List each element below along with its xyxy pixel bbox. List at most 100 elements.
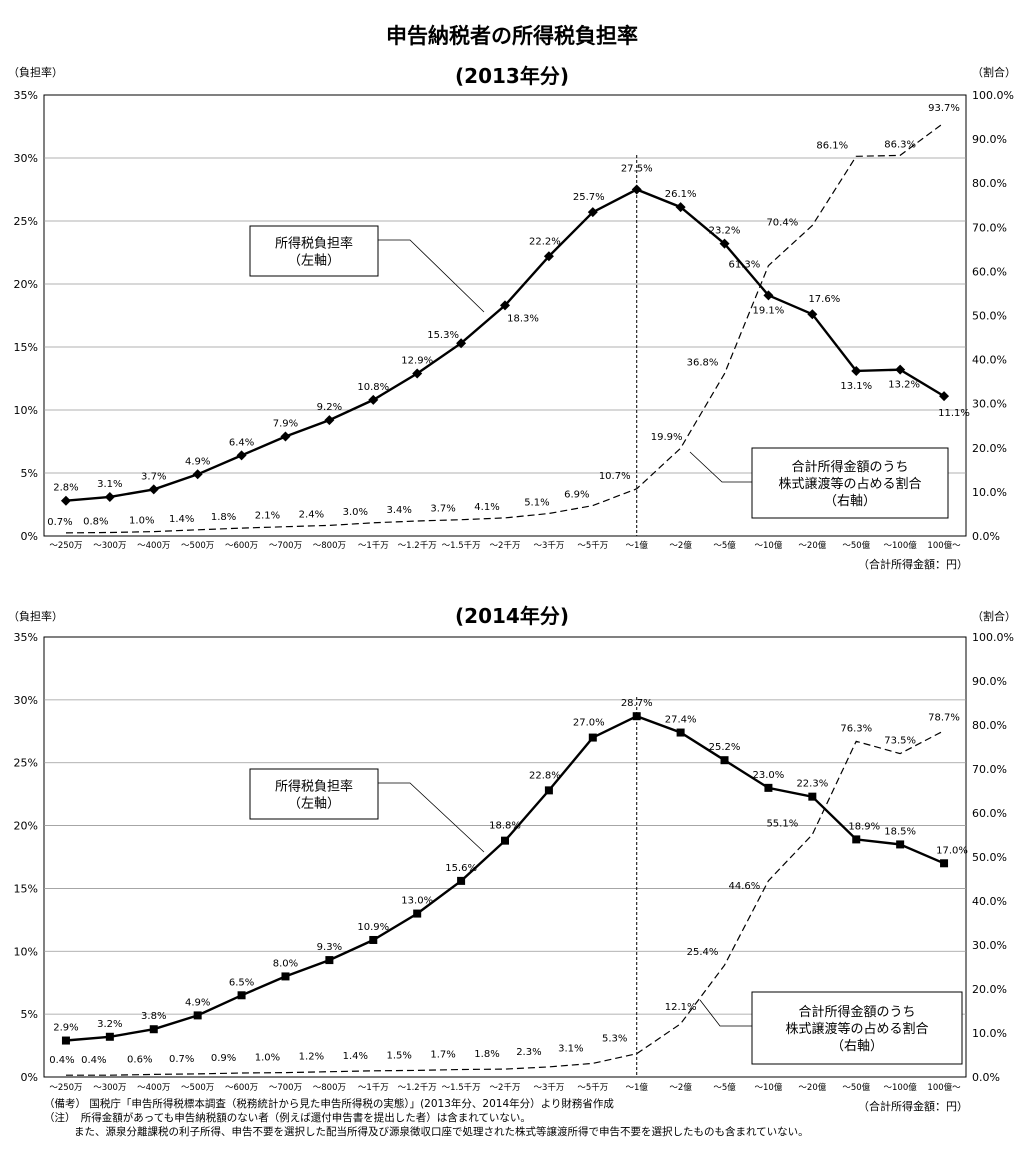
data-point — [60, 495, 71, 506]
data-label: 0.7% — [169, 1054, 194, 1065]
data-label: 10.8% — [357, 382, 389, 393]
y-tick-right: 80.0% — [972, 719, 1007, 732]
data-label: 4.9% — [185, 456, 210, 467]
data-point — [369, 935, 378, 944]
data-point — [631, 184, 642, 195]
x-tick-label: ～3千万 — [533, 1082, 564, 1093]
y-tick-right: 40.0% — [972, 895, 1007, 908]
x-tick-label: ～800万 — [313, 541, 346, 551]
y-tick-right: 60.0% — [972, 807, 1007, 820]
data-label: 1.2% — [299, 1052, 324, 1063]
data-label: 10.9% — [357, 922, 389, 933]
x-tick-label: ～300万 — [93, 541, 126, 551]
data-label: 6.9% — [564, 490, 589, 501]
x-tick-label: ～250万 — [49, 1083, 82, 1093]
data-label: 7.9% — [273, 418, 298, 429]
x-tick-label: ～10億 — [755, 1082, 783, 1093]
note-source: （備考） 国税庁「申告所得税標本調査（税務統計から見た申告所得税の実態）」(20… — [44, 1098, 614, 1110]
data-point — [236, 450, 247, 461]
data-point — [719, 238, 730, 249]
y-tick-right: 70.0% — [972, 763, 1007, 776]
data-label: 19.9% — [651, 432, 683, 443]
y-tick-right: 100.0% — [972, 89, 1014, 102]
data-point — [544, 786, 553, 795]
data-point — [763, 290, 774, 301]
y-tick-right: 0.0% — [972, 1071, 1000, 1084]
y-tick-left: 25% — [14, 757, 38, 770]
x-tick-label: ～1億 — [626, 1082, 649, 1093]
data-label: 19.1% — [753, 305, 785, 316]
x-tick-label: ～1千万 — [358, 1082, 389, 1093]
data-label: 18.9% — [848, 821, 880, 832]
data-label: 3.7% — [141, 471, 166, 482]
callout-stock-share-box — [751, 447, 949, 519]
data-point — [587, 207, 598, 218]
data-label: 9.2% — [317, 402, 342, 413]
callout-stock-share-text: （右軸） — [831, 1039, 883, 1054]
data-label: 6.4% — [229, 437, 254, 448]
callout-burden-rate-text: （左軸） — [288, 797, 340, 812]
data-point — [457, 876, 466, 885]
data-label: 55.1% — [766, 819, 798, 830]
y-tick-right: 70.0% — [972, 221, 1007, 234]
data-label: 6.5% — [229, 977, 254, 988]
x-tick-label: ～50億 — [842, 1082, 870, 1093]
data-label: 25.7% — [573, 192, 605, 203]
y-tick-right: 10.0% — [972, 486, 1007, 499]
data-label: 9.3% — [317, 942, 342, 953]
data-point — [852, 835, 861, 844]
data-label: 18.3% — [507, 313, 539, 324]
x-tick-label: ～1億 — [626, 540, 649, 551]
y-tick-right: 20.0% — [972, 442, 1007, 455]
data-label: 12.9% — [401, 355, 433, 366]
y-tick-left: 20% — [14, 278, 38, 291]
note-caveat-2: また、源泉分離課税の利子所得、申告不要を選択した配当所得及び源泉徴収口座で処理さ… — [74, 1126, 809, 1138]
data-label: 23.0% — [753, 770, 785, 781]
y-tick-right: 50.0% — [972, 851, 1007, 864]
data-point — [808, 792, 817, 801]
data-label: 15.3% — [427, 330, 459, 341]
x-tick-label: ～250万 — [49, 541, 82, 551]
x-tick-label: ～700万 — [269, 541, 302, 551]
y-tick-left: 30% — [14, 694, 38, 707]
callout-stock-share-text: 株式譲渡等の占める割合 — [778, 476, 921, 492]
data-point — [148, 484, 159, 495]
data-label: 78.7% — [928, 713, 960, 724]
data-label: 18.5% — [884, 826, 916, 837]
y-tick-right: 100.0% — [972, 631, 1014, 644]
data-label: 5.3% — [602, 1034, 627, 1045]
data-point — [501, 836, 509, 845]
data-label: 23.2% — [709, 226, 741, 237]
data-label: 22.8% — [529, 770, 561, 781]
x-tick-label: ～400万 — [137, 1083, 170, 1093]
callout-burden-rate-text: （左軸） — [288, 254, 340, 269]
data-label: 2.4% — [299, 509, 324, 520]
data-label: 1.4% — [343, 1051, 368, 1062]
x-tick-label: ～1.2千万 — [398, 1082, 437, 1093]
x-tick-label: ～300万 — [93, 1083, 126, 1093]
data-label: 13.2% — [888, 380, 920, 391]
data-label: 70.4% — [766, 218, 798, 229]
page-title: 申告納税者の所得税負担率 — [386, 24, 638, 48]
y-tick-right: 30.0% — [972, 939, 1007, 952]
y-tick-left: 20% — [14, 820, 38, 833]
y-tick-right: 10.0% — [972, 1027, 1007, 1040]
data-point — [456, 338, 467, 349]
data-label: 27.4% — [665, 715, 697, 726]
x-tick-label: ～20億 — [798, 540, 826, 551]
data-point — [939, 391, 950, 402]
data-point — [237, 991, 246, 1000]
x-tick-label: ～2千万 — [490, 1082, 521, 1093]
data-label: 1.5% — [386, 1050, 411, 1061]
x-tick-label: ～2千万 — [490, 540, 521, 551]
x-axis-label: （合計所得金額：円） — [858, 1099, 968, 1113]
data-point — [193, 1011, 202, 1020]
x-tick-label: ～500万 — [181, 541, 214, 551]
y-tick-left: 10% — [14, 404, 38, 417]
x-tick-label: ～400万 — [137, 541, 170, 551]
data-point — [807, 309, 818, 320]
data-label: 25.2% — [709, 742, 741, 753]
y-tick-left: 30% — [14, 152, 38, 165]
y-tick-right: 80.0% — [972, 177, 1007, 190]
y-tick-right: 40.0% — [972, 354, 1007, 367]
